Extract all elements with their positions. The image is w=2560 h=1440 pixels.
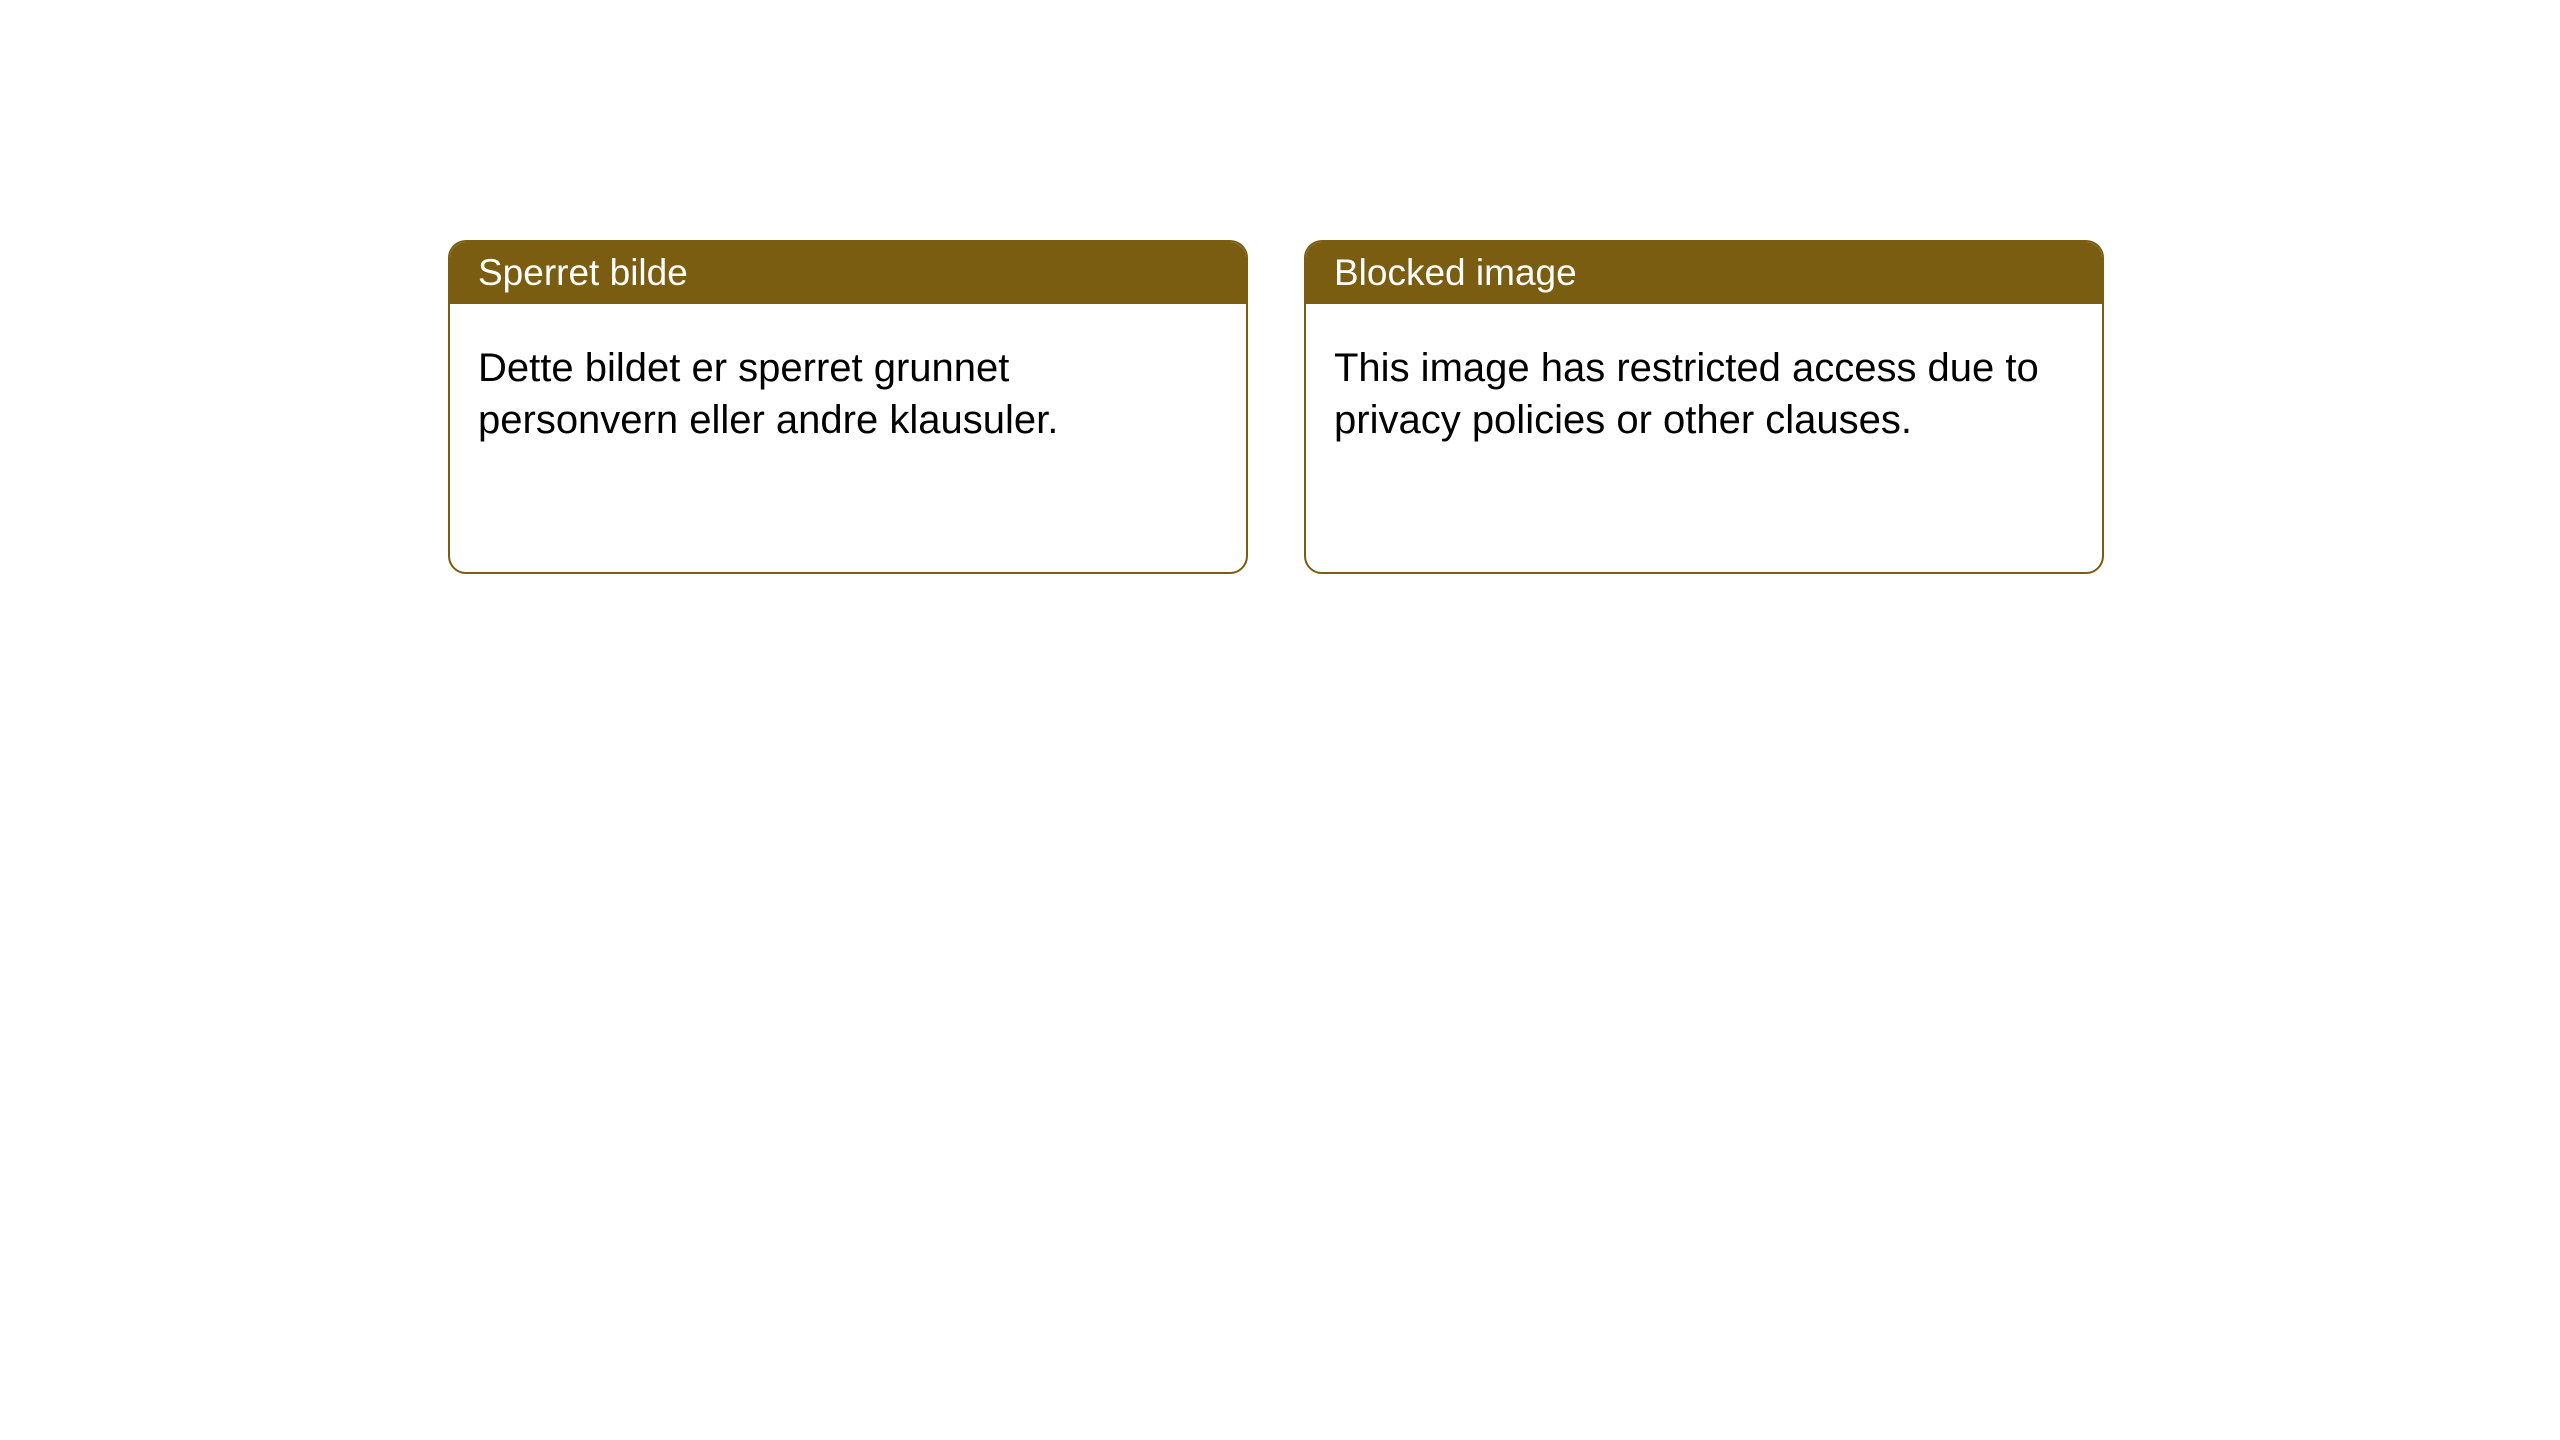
card-header: Sperret bilde [450,242,1246,304]
card-body-text: This image has restricted access due to … [1334,346,2039,442]
card-header: Blocked image [1306,242,2102,304]
card-title-text: Sperret bilde [478,252,688,293]
notice-cards-container: Sperret bilde Dette bildet er sperret gr… [0,0,2560,574]
notice-card-norwegian: Sperret bilde Dette bildet er sperret gr… [448,240,1248,574]
card-body: This image has restricted access due to … [1306,304,2102,484]
card-title-text: Blocked image [1334,252,1577,293]
card-body-text: Dette bildet er sperret grunnet personve… [478,346,1058,442]
notice-card-english: Blocked image This image has restricted … [1304,240,2104,574]
card-body: Dette bildet er sperret grunnet personve… [450,304,1246,484]
